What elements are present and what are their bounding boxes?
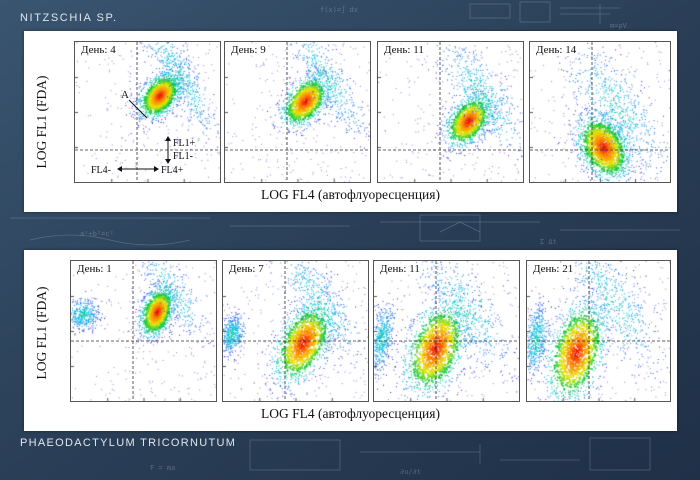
scatter-plot: День: 9 [224,41,371,183]
scatter-points [527,261,670,401]
svg-text:a²+b²=c²: a²+b²=c² [80,230,114,238]
fl4-minus-annotation: FL4- [91,165,111,176]
scatter-points [71,261,216,401]
svg-text:∂u/∂t: ∂u/∂t [400,468,421,476]
cluster-a-annotation: A [121,89,129,101]
cluster-pointer-line [128,99,148,119]
scatter-plot: День: 1 [70,260,217,402]
scatter-points [223,261,368,401]
x-axis-label: LOG FL4 (автофлуоресценция) [261,187,440,202]
figure-panel-bottom: LOG FL1 (FDA) LOG FL4 (автофлуоресценция… [24,250,677,431]
scatter-points [75,42,220,182]
scatter-plot: День: 14 [529,41,671,183]
panel-day-label: День: 21 [531,263,576,275]
plot-overlay [225,42,370,182]
figure-panel-top: LOG FL1 (FDA) LOG FL4 (автофлуоресценция… [24,31,677,212]
scatter-points [378,42,523,182]
y-axis-label: LOG FL1 (FDA) [34,286,49,380]
scatter-points [225,42,370,182]
panel-day-label: День: 1 [75,263,114,275]
scatter-plot: День: 21 [526,260,671,402]
scatter-plot: День: 11 [377,41,524,183]
y-axis-label: LOG FL1 (FDA) [34,75,49,169]
panel-day-label: День: 11 [382,44,426,56]
svg-text:m=ρV: m=ρV [610,22,628,30]
scatter-plot: День: 7 [222,260,369,402]
plot-overlay [530,42,670,182]
fl1-minus-annotation: FL1- [173,151,193,162]
panel-day-label: День: 9 [229,44,268,56]
panel-day-label: День: 7 [227,263,266,275]
x-axis-label: LOG FL4 (автофлуоресценция) [261,406,440,421]
fl4-arrowheads [117,166,159,172]
scatter-points [530,42,670,182]
svg-text:f(x)=∫ dx: f(x)=∫ dx [320,5,358,14]
panel-day-label: День: 4 [79,44,118,56]
species-label-top: NITZSCHIA SP. [20,12,118,24]
scatter-points [374,261,519,401]
fl1-plus-annotation: FL1+ [173,138,196,149]
plot-overlay [374,261,519,401]
fl4-plus-annotation: FL4+ [161,165,184,176]
svg-text:F = ma: F = ma [150,464,175,472]
panel-day-label: День: 14 [534,44,579,56]
plot-overlay [527,261,670,401]
plot-overlay [223,261,368,401]
scatter-plot: A FL1+ FL1- FL4- FL4+ День: 4 [74,41,221,183]
panel-day-label: День: 11 [378,263,422,275]
plot-overlay [378,42,523,182]
plot-overlay: A FL1+ FL1- FL4- FL4+ [75,42,220,182]
svg-text:Σ Δt: Σ Δt [540,238,557,246]
plot-overlay [71,261,216,401]
species-label-bottom: PHAEODACTYLUM TRICORNUTUM [20,437,237,449]
scatter-plot: День: 11 [373,260,520,402]
